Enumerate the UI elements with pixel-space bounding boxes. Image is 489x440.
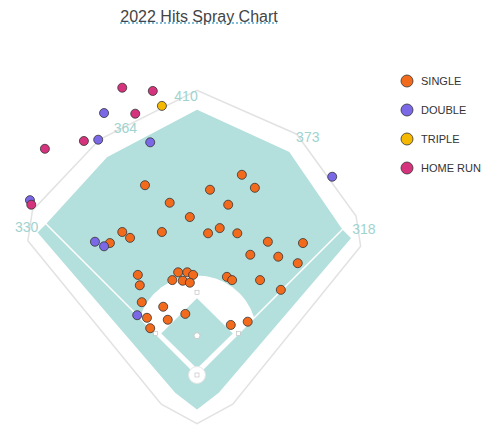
svg-text:410: 410 bbox=[174, 88, 198, 104]
svg-text:373: 373 bbox=[296, 129, 320, 145]
svg-text:364: 364 bbox=[114, 120, 138, 136]
html-text:TRIPLE: TRIPLE bbox=[421, 132, 460, 145]
html-text:2022 Hits Spray Chart: 2022 Hits Spray Chart bbox=[120, 8, 278, 25]
svg-text:318: 318 bbox=[352, 221, 376, 237]
html-text:DOUBLE: DOUBLE bbox=[421, 103, 467, 116]
html-text:HOME RUN: HOME RUN bbox=[421, 161, 481, 174]
html-text:SINGLE: SINGLE bbox=[421, 74, 462, 87]
svg-text:330: 330 bbox=[15, 219, 39, 235]
